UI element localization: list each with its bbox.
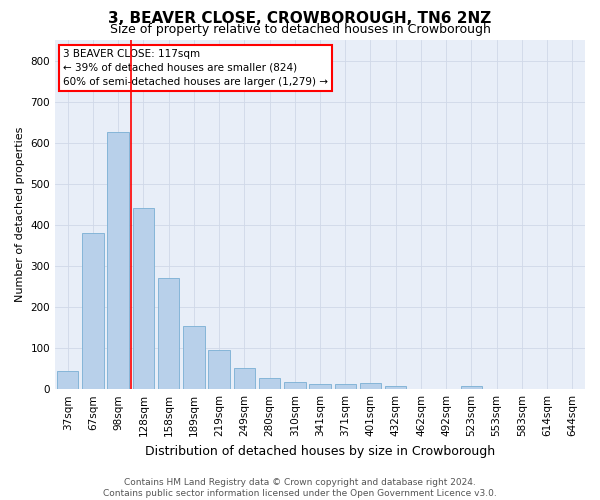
Bar: [208, 350, 230, 389]
Bar: [360, 383, 381, 389]
Bar: [335, 384, 356, 389]
Bar: [57, 371, 79, 389]
Bar: [259, 378, 280, 389]
Bar: [233, 368, 255, 389]
Text: 3, BEAVER CLOSE, CROWBOROUGH, TN6 2NZ: 3, BEAVER CLOSE, CROWBOROUGH, TN6 2NZ: [109, 11, 491, 26]
X-axis label: Distribution of detached houses by size in Crowborough: Distribution of detached houses by size …: [145, 444, 495, 458]
Text: Size of property relative to detached houses in Crowborough: Size of property relative to detached ho…: [110, 22, 490, 36]
Y-axis label: Number of detached properties: Number of detached properties: [15, 127, 25, 302]
Bar: [133, 208, 154, 389]
Bar: [183, 326, 205, 389]
Bar: [82, 233, 104, 389]
Bar: [107, 132, 129, 389]
Text: Contains HM Land Registry data © Crown copyright and database right 2024.
Contai: Contains HM Land Registry data © Crown c…: [103, 478, 497, 498]
Bar: [461, 386, 482, 389]
Text: 3 BEAVER CLOSE: 117sqm
← 39% of detached houses are smaller (824)
60% of semi-de: 3 BEAVER CLOSE: 117sqm ← 39% of detached…: [63, 48, 328, 86]
Bar: [158, 278, 179, 389]
Bar: [284, 382, 305, 389]
Bar: [385, 386, 406, 389]
Bar: [309, 384, 331, 389]
